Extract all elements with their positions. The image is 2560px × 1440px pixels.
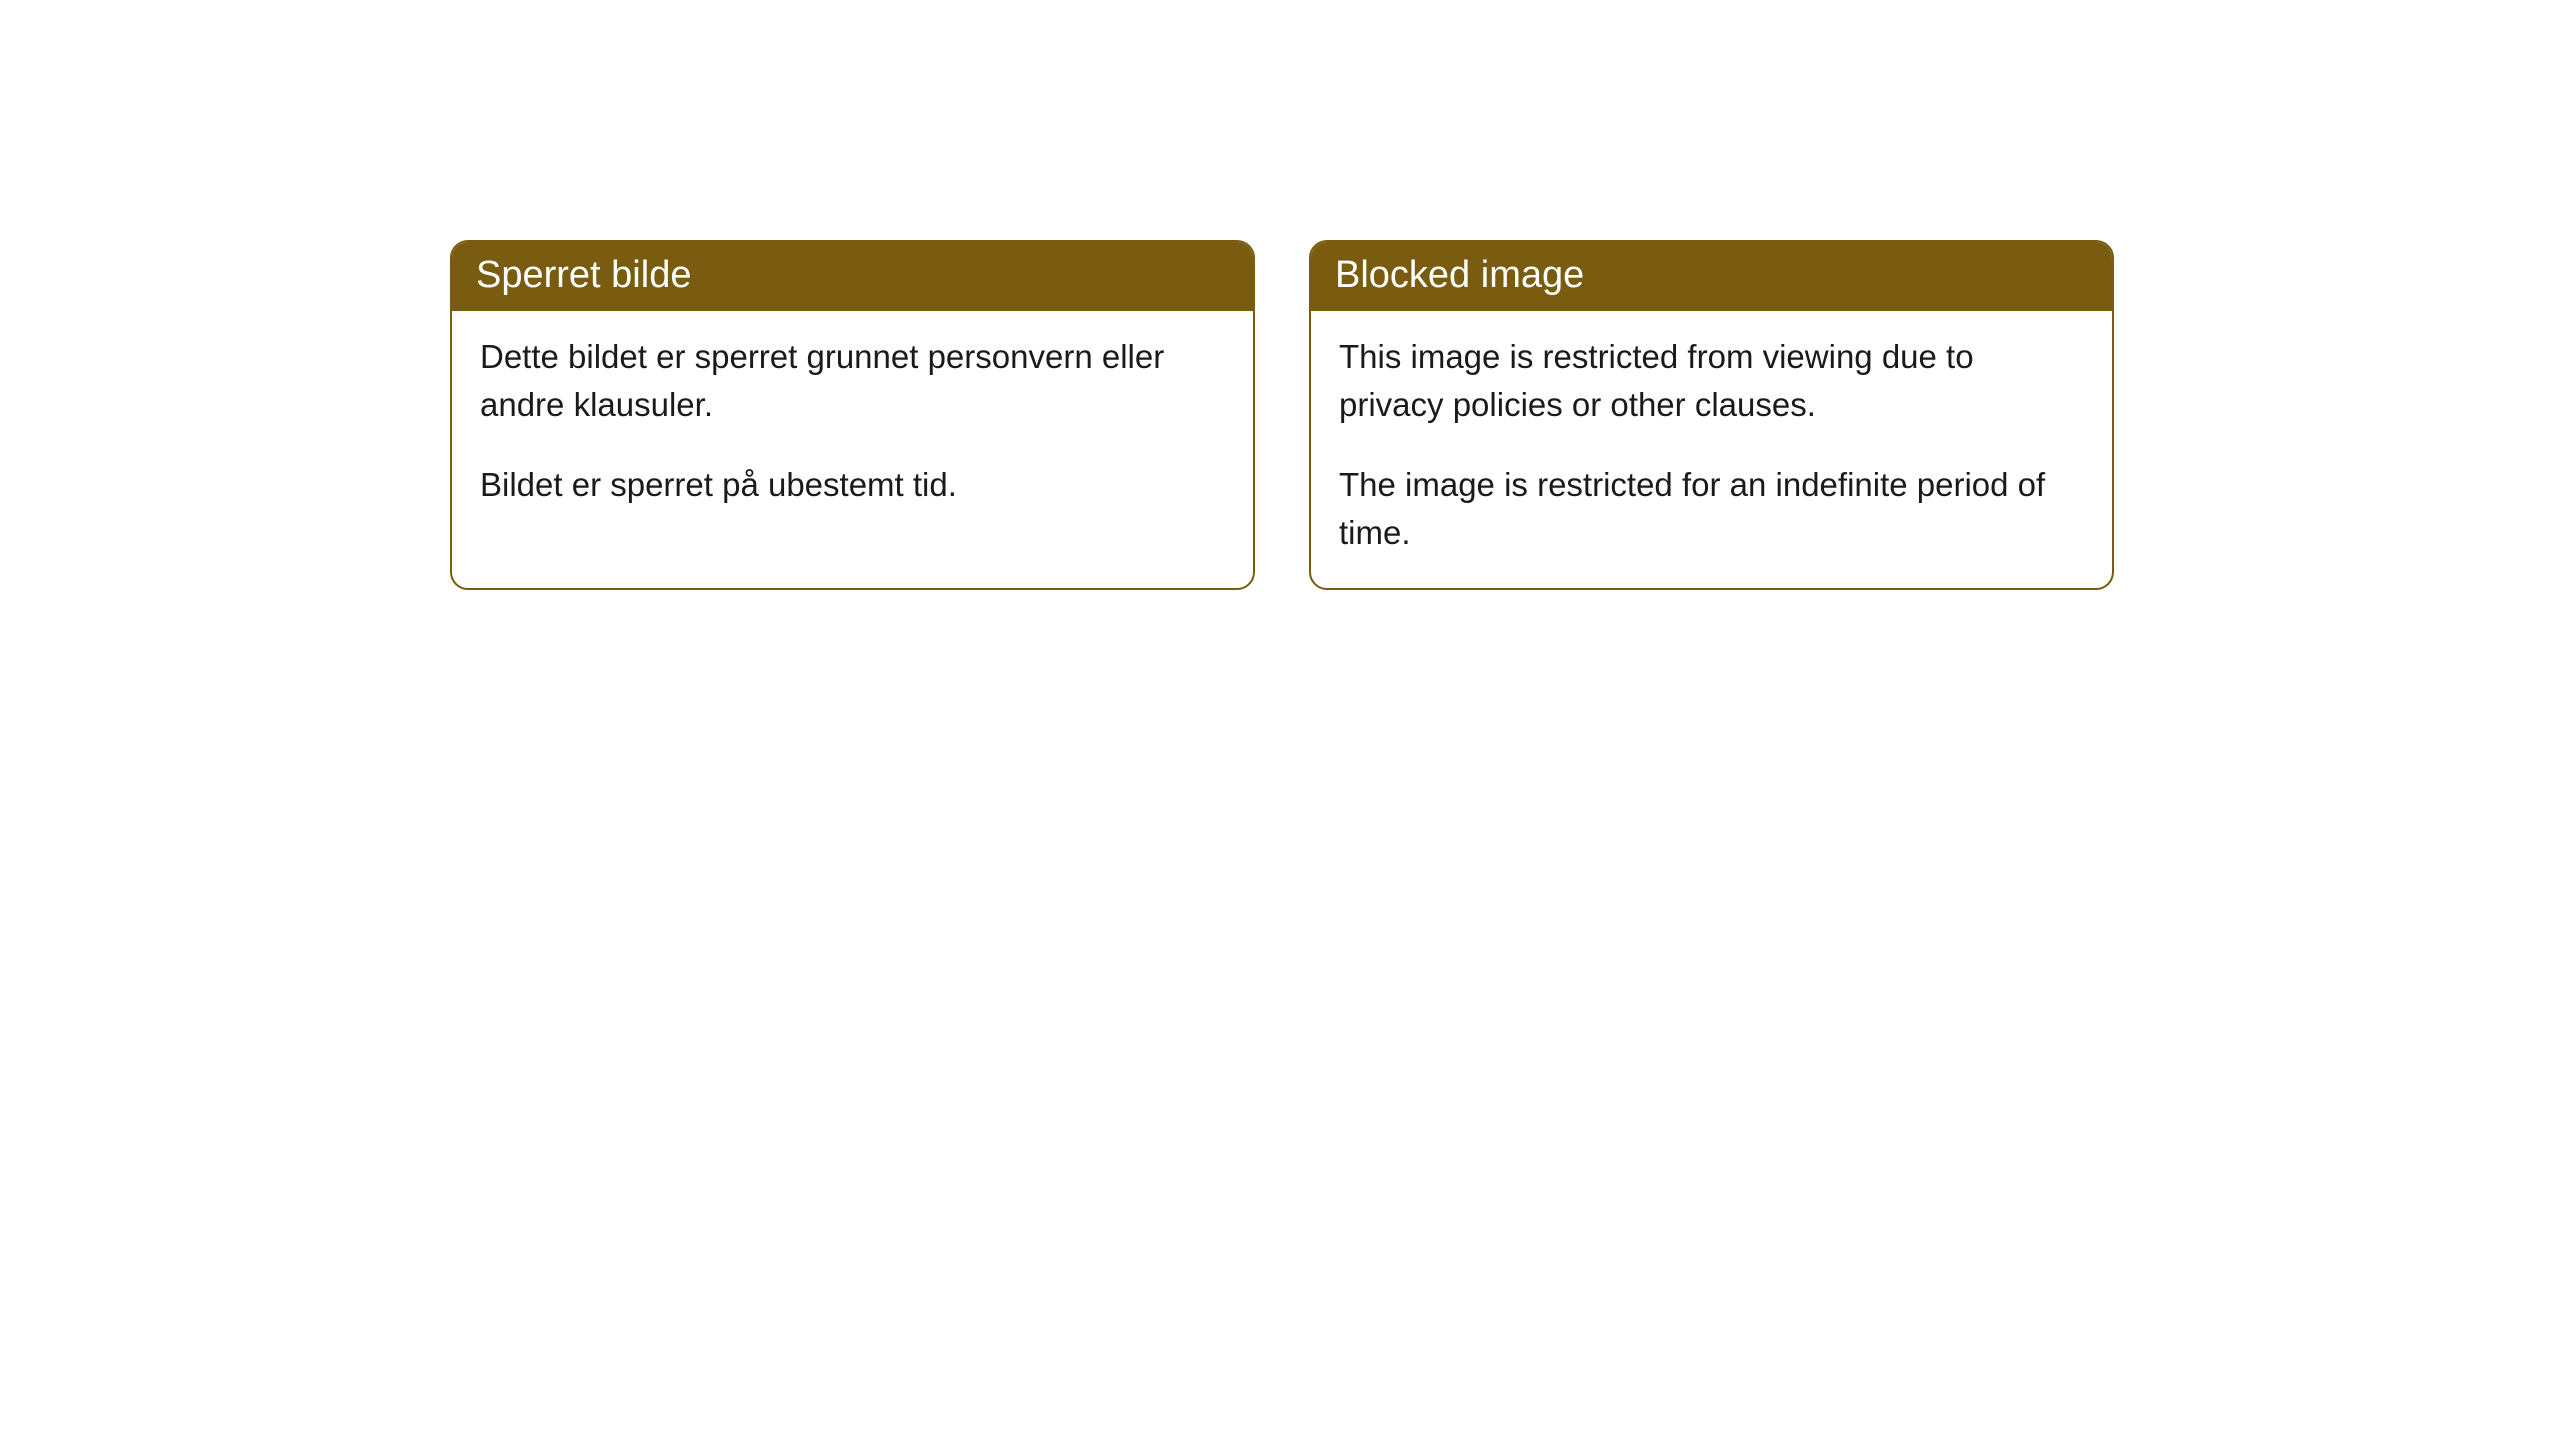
blocked-image-card-en: Blocked image This image is restricted f… (1309, 240, 2114, 590)
card-paragraph: The image is restricted for an indefinit… (1339, 461, 2084, 557)
card-paragraph: This image is restricted from viewing du… (1339, 333, 2084, 429)
blocked-image-card-no: Sperret bilde Dette bildet er sperret gr… (450, 240, 1255, 590)
card-body: Dette bildet er sperret grunnet personve… (452, 311, 1253, 541)
notice-container: Sperret bilde Dette bildet er sperret gr… (0, 0, 2560, 590)
card-paragraph: Bildet er sperret på ubestemt tid. (480, 461, 1225, 509)
card-title: Sperret bilde (452, 242, 1253, 311)
card-title: Blocked image (1311, 242, 2112, 311)
card-paragraph: Dette bildet er sperret grunnet personve… (480, 333, 1225, 429)
card-body: This image is restricted from viewing du… (1311, 311, 2112, 588)
